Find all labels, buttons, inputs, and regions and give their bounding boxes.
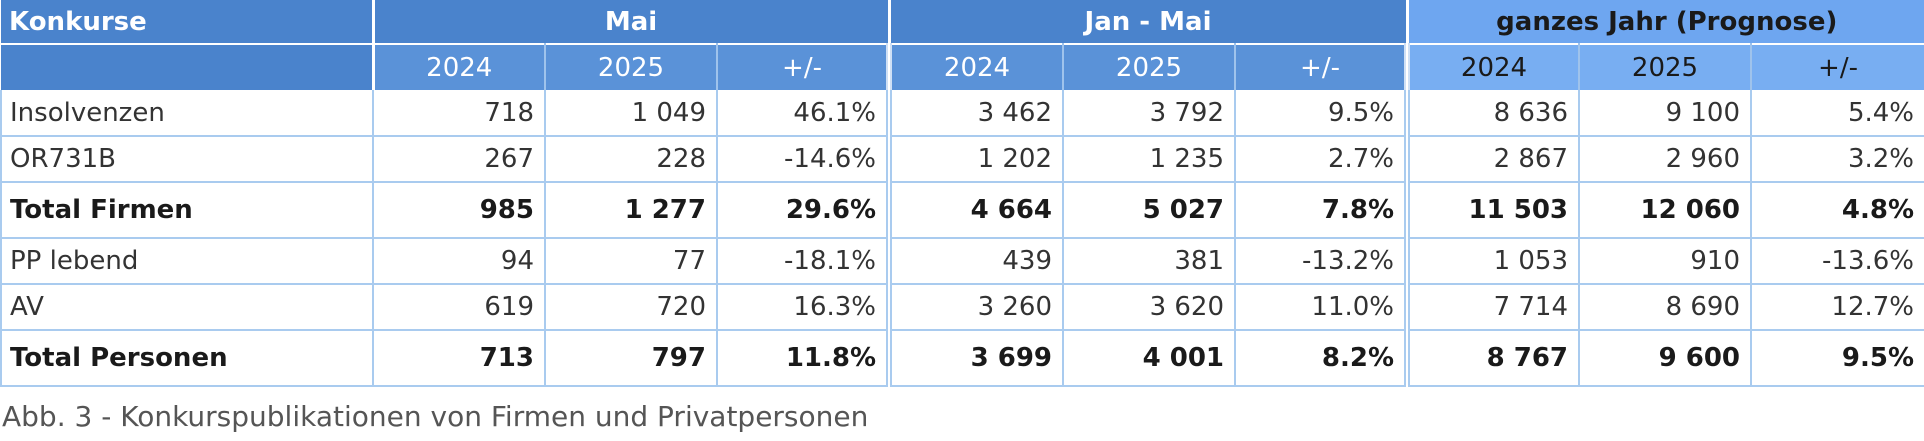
table-cell: 1 277	[545, 182, 718, 239]
row-label: OR731B	[0, 136, 374, 183]
figure-caption: Abb. 3 - Konkurspublikationen von Firmen…	[2, 400, 869, 433]
table-cell: 439	[886, 238, 1065, 285]
group-header-jan-mai: Jan - Mai	[887, 0, 1409, 44]
table-cell: 1 235	[1063, 136, 1237, 183]
table-cell: 9.5%	[1235, 90, 1409, 137]
table-cell: 3.2%	[1751, 136, 1924, 183]
table-cell: 985	[373, 182, 546, 239]
row-label: Total Personen	[0, 330, 374, 387]
col-header: 2025	[1063, 43, 1237, 90]
col-header: 2025	[1579, 43, 1753, 90]
group-header-forecast: ganzes Jahr (Prognose)	[1405, 0, 1924, 44]
blank-header-cell	[1, 43, 375, 90]
table-cell: 5 027	[1063, 182, 1237, 239]
table-cell: 9.5%	[1751, 330, 1924, 387]
table-cell: 77	[545, 238, 718, 285]
table-cell: 2 867	[1404, 136, 1581, 183]
bankruptcy-table: Konkurse Mai Jan - Mai ganzes Jahr (Prog…	[0, 0, 1924, 387]
table-cell: 3 260	[886, 284, 1065, 331]
table-cell: 46.1%	[717, 90, 891, 137]
table-cell: 1 053	[1404, 238, 1581, 285]
table-cell: -18.1%	[717, 238, 891, 285]
table-cell: 5.4%	[1751, 90, 1924, 137]
table-row: AV 619 720 16.3% 3 260 3 620 11.0% 7 714…	[0, 284, 1924, 331]
table-row: PP lebend 94 77 -18.1% 439 381 -13.2% 1 …	[0, 238, 1924, 285]
table-cell: 7 714	[1404, 284, 1581, 331]
row-label: PP lebend	[0, 238, 374, 285]
table-cell: 3 792	[1063, 90, 1237, 137]
col-header: +/-	[1751, 43, 1924, 90]
row-label: Total Firmen	[0, 182, 374, 239]
table-cell: 8 690	[1579, 284, 1753, 331]
col-header: 2024	[1404, 43, 1581, 90]
table-cell: 4 001	[1063, 330, 1237, 387]
col-header: +/-	[1235, 43, 1409, 90]
col-header: 2025	[545, 43, 718, 90]
table-cell: 720	[545, 284, 718, 331]
corner-label: Konkurse	[1, 0, 375, 44]
table-cell: 11.0%	[1235, 284, 1409, 331]
table-cell: 267	[373, 136, 546, 183]
table-cell: 1 202	[886, 136, 1065, 183]
group-header-row: Konkurse Mai Jan - Mai ganzes Jahr (Prog…	[1, 0, 1924, 44]
table-cell: 228	[545, 136, 718, 183]
col-header: 2024	[373, 43, 546, 90]
col-header: +/-	[717, 43, 891, 90]
table-cell: 7.8%	[1235, 182, 1409, 239]
total-row: Total Firmen 985 1 277 29.6% 4 664 5 027…	[0, 182, 1924, 239]
table-cell: -13.6%	[1751, 238, 1924, 285]
table-cell: 11.8%	[717, 330, 891, 387]
table-cell: 12 060	[1579, 182, 1753, 239]
row-label: Insolvenzen	[0, 90, 374, 137]
table-cell: 797	[545, 330, 718, 387]
table-cell: 94	[373, 238, 546, 285]
table-cell: 4.8%	[1751, 182, 1924, 239]
table-cell: 16.3%	[717, 284, 891, 331]
table-cell: 8 636	[1404, 90, 1581, 137]
table-cell: 2 960	[1579, 136, 1753, 183]
table-cell: 713	[373, 330, 546, 387]
table-cell: 4 664	[886, 182, 1065, 239]
table-cell: 9 600	[1579, 330, 1753, 387]
table-cell: 381	[1063, 238, 1237, 285]
table-cell: 11 503	[1404, 182, 1581, 239]
total-row: Total Personen 713 797 11.8% 3 699 4 001…	[0, 330, 1924, 387]
table-row: OR731B 267 228 -14.6% 1 202 1 235 2.7% 2…	[0, 136, 1924, 183]
table-cell: 8 767	[1404, 330, 1581, 387]
col-header: 2024	[886, 43, 1065, 90]
table-cell: 3 699	[886, 330, 1065, 387]
table-cell: 910	[1579, 238, 1753, 285]
year-header-row: 2024 2025 +/- 2024 2025 +/- 2024 2025 +/…	[1, 43, 1924, 90]
table-cell: 8.2%	[1235, 330, 1409, 387]
table-cell: 12.7%	[1751, 284, 1924, 331]
table-cell: 718	[373, 90, 546, 137]
table-cell: -14.6%	[717, 136, 891, 183]
table-cell: 619	[373, 284, 546, 331]
table-cell: -13.2%	[1235, 238, 1409, 285]
table-cell: 3 462	[886, 90, 1065, 137]
row-label: AV	[0, 284, 374, 331]
table-row: Insolvenzen 718 1 049 46.1% 3 462 3 792 …	[0, 90, 1924, 137]
table-cell: 3 620	[1063, 284, 1237, 331]
table-cell: 1 049	[545, 90, 718, 137]
table-cell: 29.6%	[717, 182, 891, 239]
table-cell: 9 100	[1579, 90, 1753, 137]
group-header-mai: Mai	[373, 0, 891, 44]
table-cell: 2.7%	[1235, 136, 1409, 183]
